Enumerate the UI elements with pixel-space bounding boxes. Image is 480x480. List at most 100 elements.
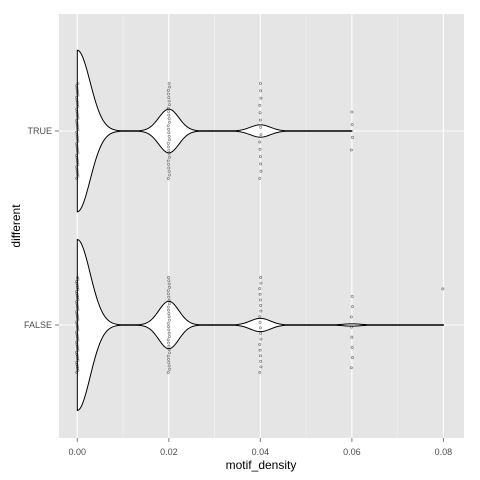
data-point [258,326,262,330]
data-point [167,344,171,348]
data-point [75,84,79,88]
data-point [75,320,79,324]
data-point [168,155,171,159]
data-point [75,330,79,334]
data-point [166,338,170,342]
data-point [75,130,79,134]
data-point [349,148,353,152]
data-point [259,304,263,307]
data-point [167,325,170,329]
data-point [167,170,171,173]
data-point [259,331,263,335]
data-point [259,365,263,369]
data-point [166,305,170,309]
x-tick-label: 0.02 [160,447,178,457]
data-point [75,165,79,169]
data-point [350,325,353,329]
data-point [258,292,262,296]
x-tick-label: 0.08 [435,447,453,457]
data-point [75,153,79,157]
data-point [349,366,353,370]
data-point [167,328,171,332]
data-point [258,147,262,151]
data-point [167,308,170,312]
data-point [167,152,171,156]
data-point [166,371,170,374]
data-point [350,295,354,298]
data-point [75,280,79,283]
data-point [75,350,79,354]
data-point [76,276,80,279]
data-point [167,357,170,361]
data-point [168,367,171,371]
data-point [258,140,262,144]
data-point [167,312,171,315]
data-point [167,163,170,166]
data-point [259,359,263,363]
data-point [166,106,170,110]
data-point [166,159,170,163]
jitter-points [75,82,445,374]
data-point [166,321,170,325]
data-point [259,169,263,173]
data-point [75,371,79,374]
data-point [259,309,263,313]
plot-panel [59,14,464,438]
data-point [76,82,80,85]
data-point [258,82,262,85]
data-point [167,315,171,319]
data-point [167,166,171,170]
data-point [351,305,354,309]
data-point [167,148,171,152]
violins [76,49,444,412]
data-point [258,354,262,358]
data-point [75,142,79,146]
data-point [258,343,262,346]
data-point [167,295,171,299]
data-point [75,96,79,99]
data-point [167,282,171,286]
data-point [75,119,79,122]
data-point [258,315,262,319]
data-point [350,345,354,349]
x-tick-label: 0.00 [69,447,87,457]
data-point [168,302,171,306]
data-point [259,96,263,100]
data-point [351,356,354,359]
data-point [349,315,353,319]
data-point [168,335,171,338]
data-point [258,104,262,107]
data-point [167,127,170,131]
data-point [167,276,170,279]
data-point [167,113,171,117]
data-point [167,361,171,365]
data-point [168,138,171,142]
data-point [166,124,170,128]
data-point [259,125,263,129]
data-point [166,141,170,145]
data-point [259,133,263,137]
data-point [167,110,170,114]
data-point [441,287,445,291]
data-point [168,318,171,322]
data-point [167,348,171,351]
data-point [259,276,263,279]
x-tick-label: 0.04 [252,447,270,457]
data-point [259,162,263,166]
data-point [167,92,170,96]
y-axis-title: different [9,204,23,248]
violin-false [76,238,444,412]
x-axis-title: motif_density [226,458,297,472]
data-point [167,134,171,138]
data-point [168,285,171,289]
data-point [168,351,171,355]
data-point [167,117,171,121]
data-point [167,145,170,149]
data-point [167,131,171,135]
data-point [75,300,79,304]
x-axis-ticks: 0.00 0.02 0.04 0.06 0.08 [69,438,453,457]
data-point [167,96,171,99]
data-point [258,155,262,158]
data-point [167,279,171,283]
